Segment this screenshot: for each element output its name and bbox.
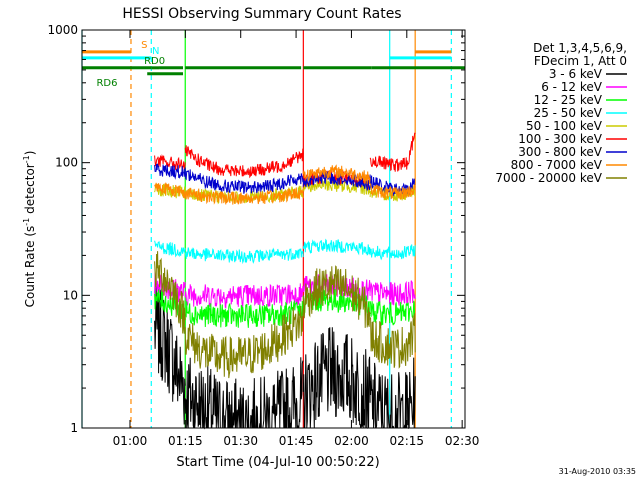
series-2-segment-2 (184, 283, 304, 309)
x-tick-label-1: 01:00 (113, 434, 148, 448)
series-7-segment-1 (154, 163, 186, 180)
series-9-segment-4 (369, 313, 416, 369)
series-4-segment-2 (184, 247, 304, 265)
series-6-segment-2 (184, 145, 304, 179)
series-9-segment-3 (302, 265, 371, 328)
x-tick-label-3: 01:30 (223, 434, 258, 448)
x-tick-label-5: 02:00 (334, 434, 369, 448)
y-axis-label-sup2: -1 (22, 155, 31, 163)
series-1-segment-1 (154, 285, 186, 425)
plot-frame (81, 29, 466, 429)
series-8-segment-2 (184, 187, 304, 205)
y-tick-label-2: 10 (63, 288, 78, 302)
y-tick-label-3: 100 (55, 156, 78, 170)
series-4 (154, 238, 416, 265)
series-9-segment-1 (154, 251, 186, 334)
series-8-segment-1 (154, 181, 186, 200)
series-6-segment-1 (154, 154, 186, 172)
legend-label-9: 7000 - 20000 keV (495, 171, 602, 185)
series-4-segment-4 (369, 244, 416, 261)
series-3-segment-4 (369, 300, 416, 326)
legend-label-8: 800 - 7000 keV (511, 158, 603, 172)
y-axis-label-end: ) (23, 151, 37, 156)
legend-label-4: 25 - 50 keV (534, 106, 603, 120)
axis-ticks: 01:00 01:15 01:30 01:45 02:00 02:15 02:30 1 10 10… (47, 23, 479, 448)
flag-label-n: N (152, 46, 159, 57)
attenuator-markers (81, 30, 452, 428)
legend-label-3: 12 - 25 keV (534, 93, 603, 107)
legend-label-7: 300 - 800 keV (518, 145, 602, 159)
series-8 (154, 164, 416, 205)
x-axis-label: Start Time (04-Jul-10 00:50:22) (176, 455, 379, 470)
series-6-segment-4 (369, 132, 416, 172)
legend-label-5: 50 - 100 keV (526, 119, 603, 133)
series-9-segment-2 (184, 305, 304, 379)
legend-header-2: FDecim 1, Att 0 (534, 54, 627, 68)
y-axis-label-sup1: -1 (22, 218, 31, 226)
legend-label-6: 100 - 300 keV (518, 132, 602, 146)
y-tick-label-1: 1 (70, 421, 78, 435)
legend-label-2: 6 - 12 keV (541, 80, 603, 94)
y-tick-label-4: 1000 (47, 23, 78, 37)
x-tick-label-6: 02:15 (389, 434, 424, 448)
y-axis-label-mid: detector (23, 163, 37, 218)
flag-label-rd6: RD6 (96, 78, 117, 89)
flag-label-rd0: RD0 (144, 56, 165, 67)
flag-label-s: S (141, 40, 147, 51)
series-4-segment-1 (154, 240, 186, 258)
series-8-segment-4 (369, 182, 416, 200)
series-8-segment-3 (302, 164, 371, 184)
footer-date: 31-Aug-2010 03:35 (559, 467, 636, 476)
x-tick-label-7: 02:30 (445, 434, 480, 448)
series-9 (154, 251, 416, 379)
series-1-segment-3 (302, 327, 371, 430)
series-3-segment-2 (184, 299, 304, 328)
chart-title: HESSI Observing Summary Count Rates (122, 6, 401, 22)
series-4-segment-3 (302, 238, 371, 256)
x-tick-label-2: 01:15 (168, 434, 203, 448)
y-axis-label: Count Rate (s-1 detector-1) (22, 151, 37, 308)
x-tick-label-4: 01:45 (279, 434, 314, 448)
legend-header-1: Det 1,3,4,5,6,9, (533, 41, 627, 55)
legend-label-1: 3 - 6 keV (549, 67, 603, 81)
series-7-segment-2 (184, 167, 304, 194)
y-axis-label-main: Count Rate (s (23, 226, 37, 308)
